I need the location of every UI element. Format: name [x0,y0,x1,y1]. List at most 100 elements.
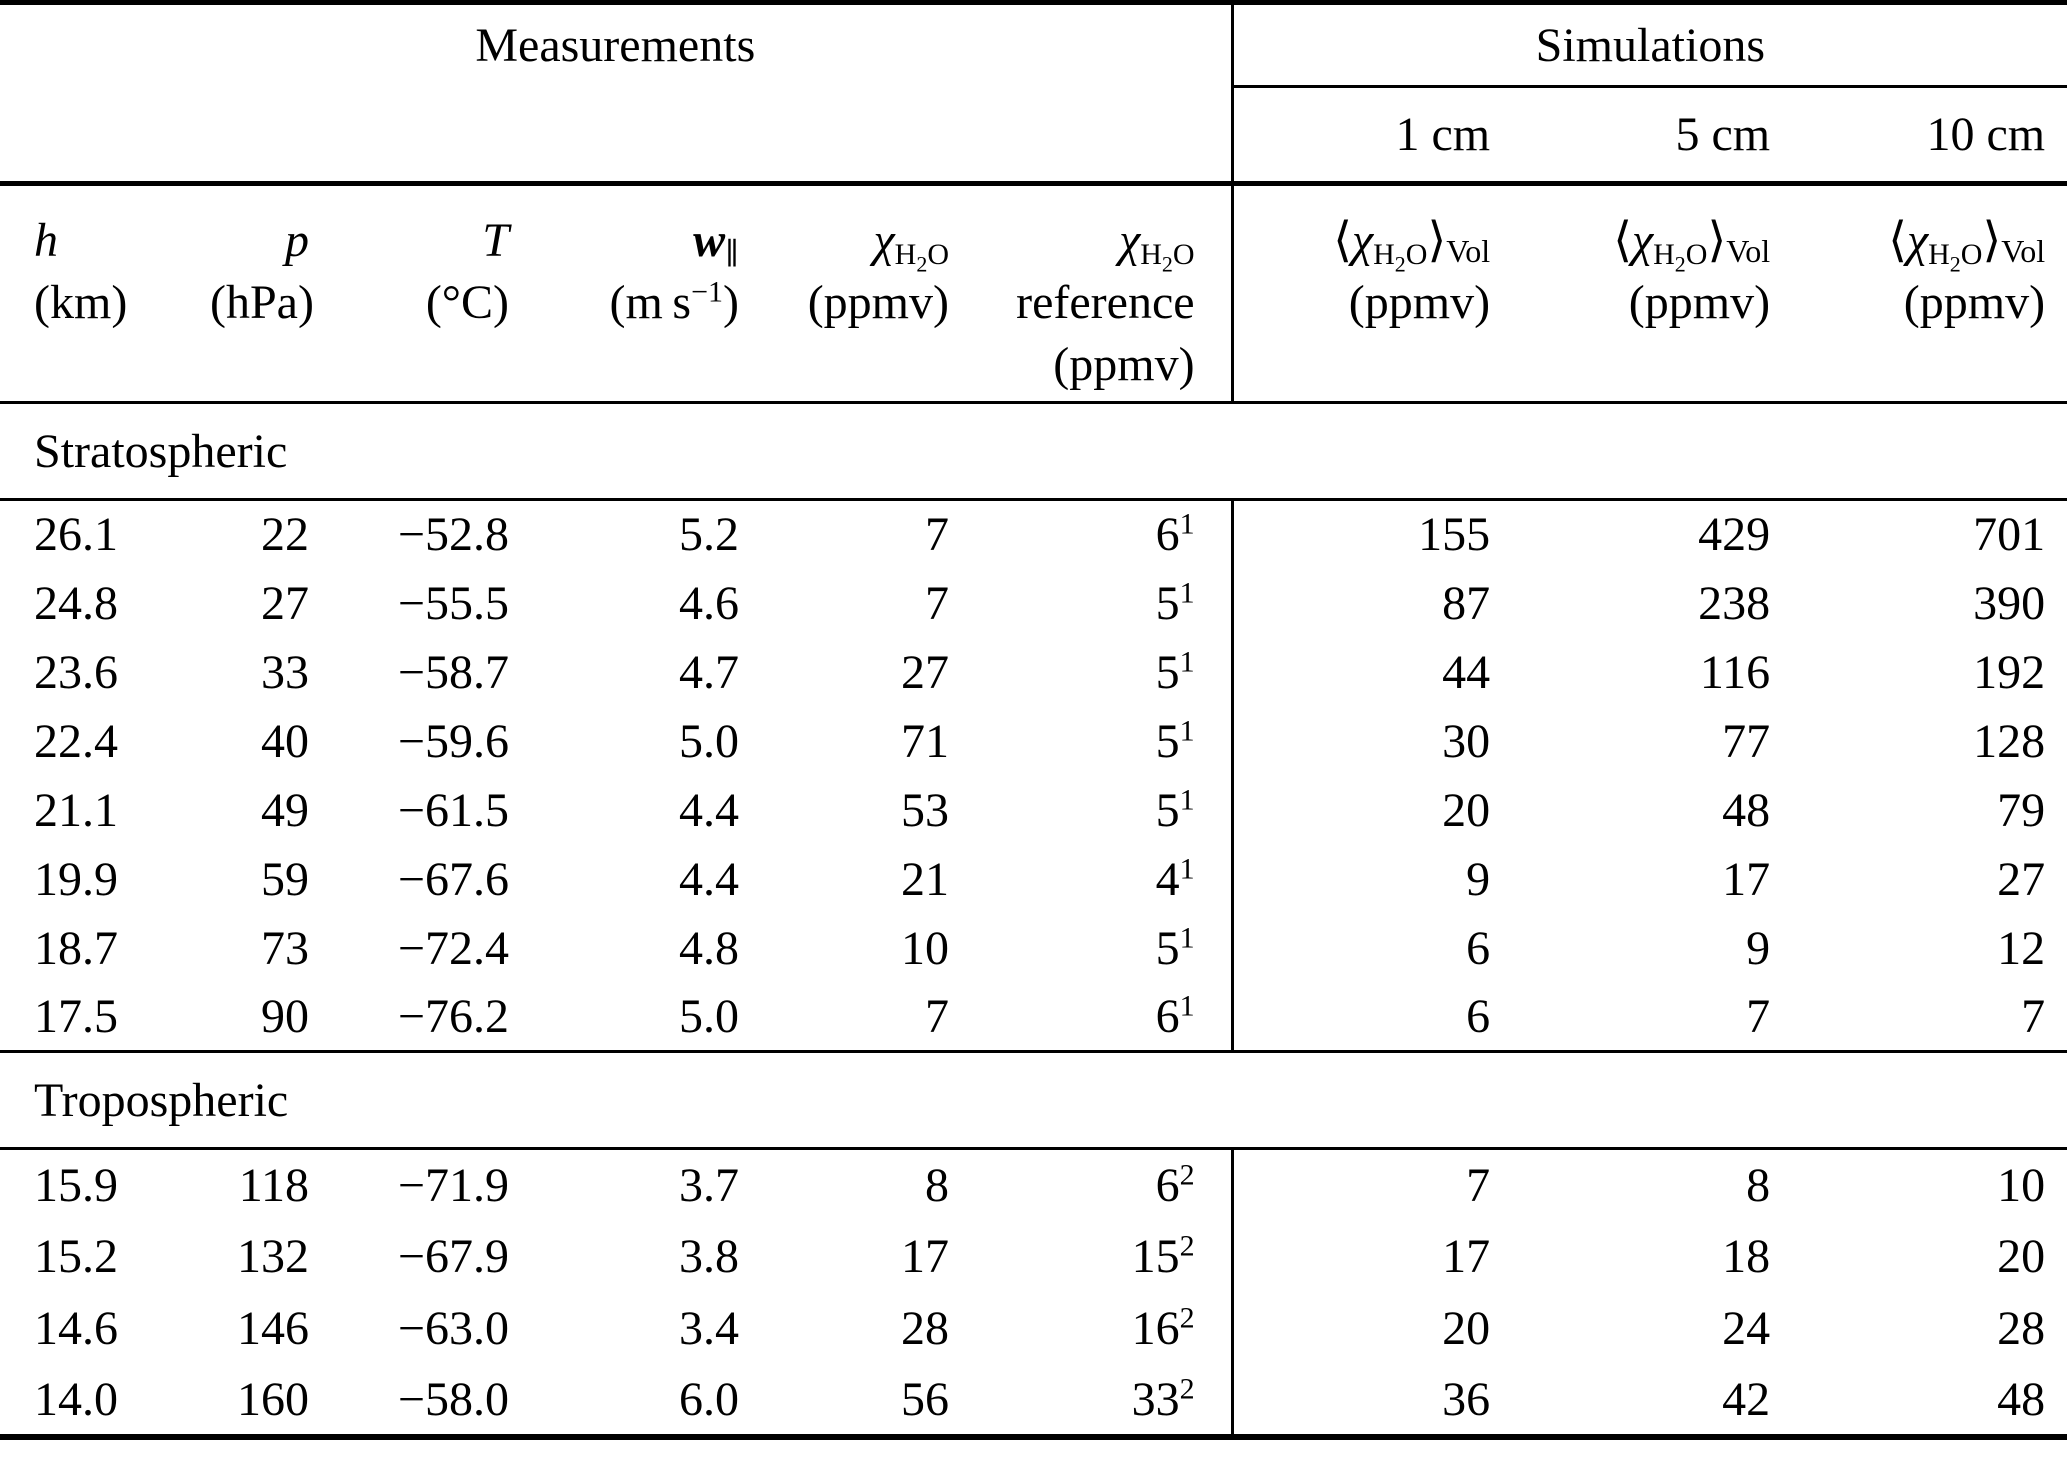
footnote-marker: 1 [1179,989,1195,1023]
column-unit: (ppmv) [1903,276,2046,329]
section-label: Tropospheric [0,1050,2067,1150]
table-row: 24.8 27 −55.5 4.6 7 51 87 238 390 [0,568,2067,638]
column-header-chi-h2o-vol-10cm: ⟨χH2O⟩Vol (ppmv) [1792,181,2067,403]
cell-wind-parallel: 5.0 [679,714,739,768]
cell-pressure: 132 [237,1230,309,1283]
column-symbol: ⟨χH2O⟩Vol [1888,214,2046,277]
cell-pressure: 40 [261,714,309,768]
cell-sim-5cm: 8 [1746,1158,1771,1212]
cell-temperature: −58.0 [397,1372,509,1426]
footnote-marker: 2 [1179,1372,1195,1405]
cell-sim-5cm: 18 [1722,1230,1771,1283]
cell-sim-10cm: 28 [1997,1302,2046,1355]
footnote-marker: 1 [1179,576,1195,609]
cell-altitude: 14.0 [34,1372,118,1426]
cell-chi-h2o: 27 [901,645,949,699]
cell-sim-5cm: 116 [1699,645,1771,699]
cell-sim-1cm: 36 [1230,1364,1513,1437]
footnote-marker: 1 [1179,714,1195,747]
footnote-marker: 1 [1179,783,1195,816]
cell-chi-h2o-reference: 51 [1155,783,1195,837]
cell-altitude: 24.8 [34,576,118,630]
column-unit: (ppmv) [1628,276,1771,329]
footnote-marker: 2 [1179,1301,1195,1335]
cell-pressure: 118 [238,1158,309,1212]
column-symbol: χH2O [1119,214,1195,277]
cell-sim-10cm: 10 [1997,1158,2046,1212]
cell-sim-5cm: 7 [1746,989,1771,1043]
cell-temperature: −59.6 [397,714,509,768]
cell-wind-parallel: 3.4 [679,1302,739,1355]
footnote-marker: 1 [1179,921,1195,954]
cell-sim-5cm: 238 [1698,576,1771,630]
cell-temperature: −55.5 [397,576,509,630]
cell-altitude: 14.6 [34,1302,118,1355]
column-symbol: χH2O [873,214,949,277]
section-header-row: Stratospheric [0,401,2067,501]
cell-pressure: 49 [261,783,309,837]
cell-pressure: 90 [261,989,309,1043]
cell-altitude: 17.5 [34,989,118,1043]
cell-sim-1cm: 20 [1230,775,1513,845]
cell-sim-1cm: 17 [1230,1220,1513,1293]
cell-pressure: 160 [237,1372,309,1426]
column-header-pressure: p (hPa) [210,181,345,403]
cell-sim-5cm: 429 [1698,508,1771,562]
table-row: 19.9 59 −67.6 4.4 21 41 9 17 27 [0,844,2067,914]
table-row: 15.9 118 −71.9 3.7 8 62 7 8 10 [0,1148,2067,1221]
cell-wind-parallel: 4.4 [679,852,739,906]
cell-pressure: 33 [261,645,309,699]
cell-sim-1cm: 30 [1230,706,1513,776]
column-unit: (ppmv) [807,276,949,329]
cell-chi-h2o: 7 [925,989,949,1043]
cell-chi-h2o: 21 [901,852,949,906]
cell-pressure: 22 [261,508,309,562]
cell-sim-10cm: 192 [1973,645,2046,699]
cell-sim-5cm: 48 [1722,783,1771,837]
cell-temperature: −67.9 [397,1230,509,1283]
table-row: 18.7 73 −72.4 4.8 10 51 6 9 12 [0,913,2067,983]
cell-sim-1cm: 9 [1230,844,1513,914]
cell-chi-h2o: 8 [925,1158,949,1212]
cell-wind-parallel: 4.7 [679,645,739,699]
column-header-wind-parallel: w∥ (m s−1) [545,181,775,403]
cell-altitude: 15.2 [34,1230,118,1283]
cell-chi-h2o-reference: 51 [1155,921,1195,975]
cell-altitude: 15.9 [34,1158,118,1212]
cell-wind-parallel: 4.4 [679,783,739,837]
cell-temperature: −76.2 [397,989,509,1043]
cell-temperature: −71.9 [397,1158,509,1212]
cell-chi-h2o-reference: 162 [1131,1301,1195,1355]
cell-sim-1cm: 87 [1230,568,1513,638]
column-symbol: ⟨χH2O⟩Vol [1613,214,1771,277]
cell-altitude: 21.1 [34,783,118,837]
cell-sim-10cm: 27 [1997,852,2046,906]
simulations-group-header: Simulations [1230,2,2067,88]
cell-sim-10cm: 128 [1973,714,2046,768]
column-symbol: T [482,214,509,267]
table-row: 14.0 160 −58.0 6.0 56 332 36 42 48 [0,1364,2067,1437]
cell-sim-1cm: 44 [1230,637,1513,707]
column-unit: (km) [34,276,128,329]
cell-wind-parallel: 3.8 [679,1230,739,1283]
cell-sim-5cm: 17 [1722,852,1771,906]
table-row: 23.6 33 −58.7 4.7 27 51 44 116 192 [0,637,2067,707]
cell-wind-parallel: 4.6 [679,576,739,630]
sim-size-1cm: 1 cm [1230,86,1513,184]
column-header-chi-h2o-reference: χH2O reference (ppmv) [985,181,1233,403]
cell-sim-10cm: 48 [1997,1372,2046,1426]
cell-pressure: 73 [261,921,309,975]
cell-sim-5cm: 42 [1722,1372,1771,1426]
cell-pressure: 146 [237,1302,309,1355]
column-unit: (m s−1) [609,275,739,329]
column-unit: (°C) [425,276,509,329]
cell-pressure: 59 [261,852,309,906]
sim-size-5cm: 5 cm [1675,108,1771,161]
group-header-row: Measurements Simulations [0,2,2067,88]
measurements-group-header: Measurements [475,19,756,73]
table-row: 14.6 146 −63.0 3.4 28 162 20 24 28 [0,1292,2067,1365]
cell-chi-h2o-reference: 51 [1155,714,1195,768]
cell-sim-5cm: 77 [1722,714,1771,768]
column-unit: (hPa) [210,276,314,329]
cell-chi-h2o-reference: 51 [1155,645,1195,699]
